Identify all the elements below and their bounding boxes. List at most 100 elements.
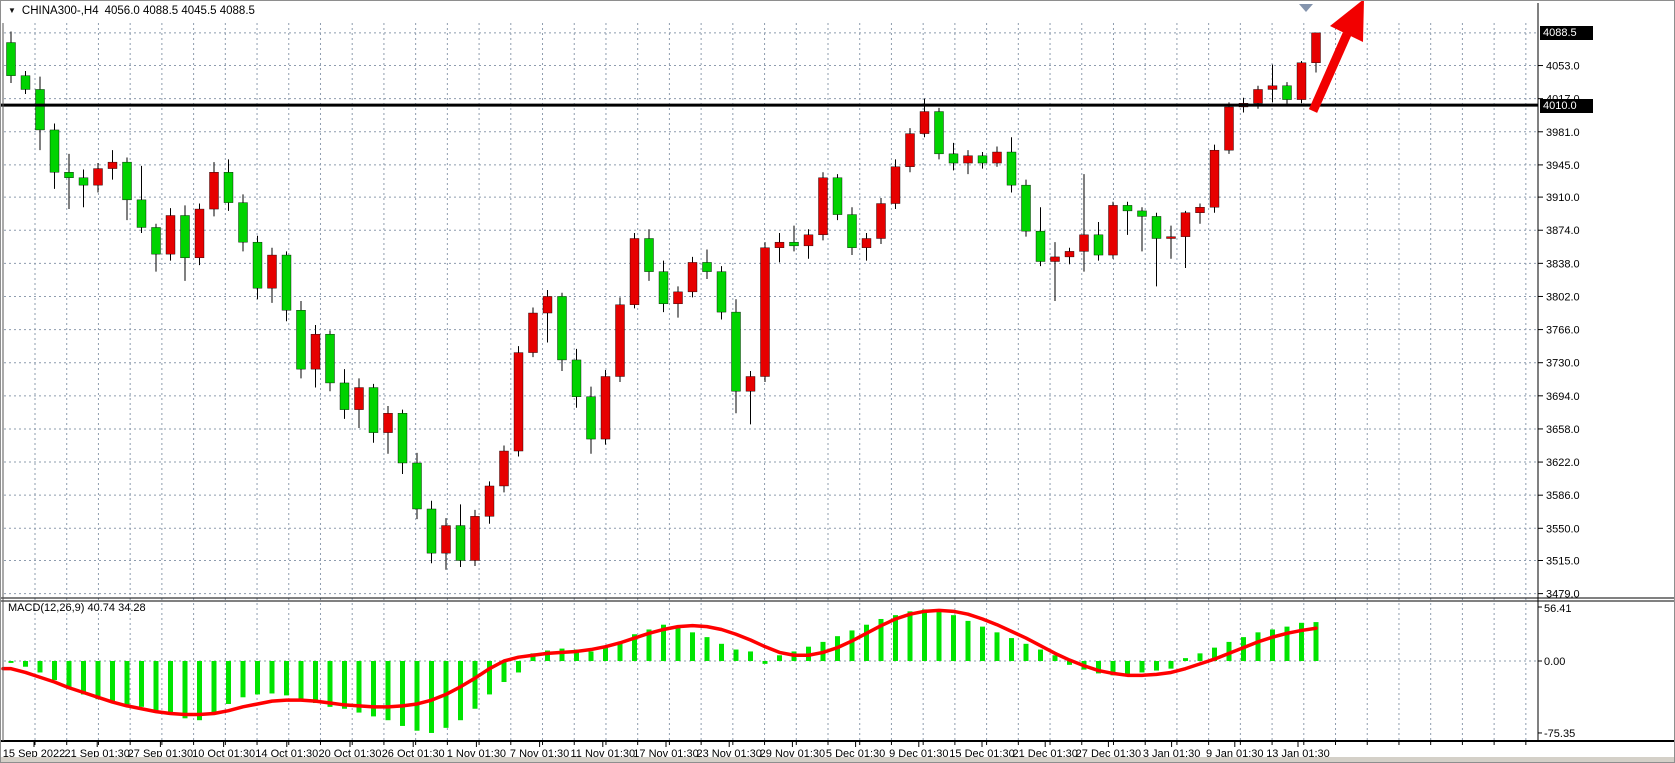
candle (325, 330, 335, 392)
candle (586, 386, 596, 454)
candle (658, 260, 669, 313)
symbol-dropdown-icon[interactable]: ▼ (8, 6, 16, 15)
candle (383, 405, 393, 454)
candle (281, 251, 292, 322)
candle (644, 229, 654, 281)
svg-text:-75.35: -75.35 (1544, 728, 1575, 740)
candle (223, 159, 234, 211)
candle (20, 71, 31, 95)
candle (687, 256, 698, 298)
candle (571, 348, 582, 408)
macd-signal-value: 34.28 (118, 602, 146, 614)
candle (803, 229, 814, 259)
svg-text:3515.0: 3515.0 (1546, 556, 1580, 568)
candle (745, 370, 756, 425)
candle (832, 174, 843, 221)
candle (1021, 179, 1031, 237)
svg-text:3766.0: 3766.0 (1546, 325, 1580, 337)
candle (1006, 137, 1017, 193)
chart-title: ▼ CHINA300-,H4 4056.0 4088.5 4045.5 4088.5 (8, 5, 255, 17)
candle (267, 247, 277, 303)
macd-main-value: 40.74 (87, 602, 116, 614)
svg-text:3586.0: 3586.0 (1546, 490, 1580, 502)
candle (934, 107, 944, 160)
candle (194, 203, 205, 266)
candle (64, 153, 74, 210)
candle (948, 142, 959, 171)
candle (1224, 102, 1234, 154)
candle (716, 266, 727, 320)
candle (760, 242, 770, 383)
candle (209, 162, 219, 217)
candle (1166, 225, 1176, 259)
candle (615, 297, 625, 383)
macd-axis[interactable]: 56.41 0.00 -75.35 (1538, 603, 1575, 740)
candle (963, 150, 973, 175)
candle (339, 369, 350, 419)
macd-signal-line (1, 608, 1318, 717)
candle (49, 123, 60, 189)
candle (673, 286, 683, 318)
candle (78, 169, 89, 208)
svg-text:3981.0: 3981.0 (1546, 127, 1580, 139)
candle (1122, 201, 1133, 235)
candle (818, 172, 828, 241)
candle (470, 509, 480, 567)
candle (93, 163, 103, 193)
macd-indicator-label: MACD(12,26,9) 40.74 34.28 (8, 602, 146, 626)
candle (35, 76, 45, 151)
candle (252, 235, 263, 300)
svg-text:4053.0: 4053.0 (1546, 61, 1580, 73)
candle (484, 481, 495, 524)
candle (296, 301, 306, 379)
candle (368, 383, 379, 443)
candle (1050, 242, 1060, 302)
candle (180, 205, 190, 281)
candle (310, 324, 321, 388)
svg-text:56.41: 56.41 (1544, 603, 1572, 615)
candle (600, 370, 611, 445)
candle (165, 208, 176, 261)
candle (1311, 32, 1321, 73)
candle (122, 157, 132, 221)
candle (151, 223, 161, 272)
candle (6, 31, 16, 84)
chart-shift-marker-icon[interactable] (1299, 4, 1313, 12)
svg-text:3945.0: 3945.0 (1546, 160, 1580, 172)
candle (1296, 60, 1307, 104)
candle (397, 409, 408, 475)
candle (774, 232, 785, 263)
candle (238, 194, 248, 252)
candle (1064, 247, 1075, 265)
svg-text:3838.0: 3838.0 (1546, 258, 1580, 270)
svg-text:0.00: 0.00 (1544, 656, 1565, 668)
candle (1282, 82, 1292, 107)
candle (1195, 203, 1205, 224)
candle (354, 378, 364, 429)
horizontal-gridlines (4, 32, 1537, 595)
chart-frame (1, 3, 1674, 742)
macd-name: MACD(12,26,9) (8, 602, 85, 614)
svg-text:3658.0: 3658.0 (1546, 424, 1580, 436)
candle (905, 128, 915, 173)
candle (876, 198, 886, 245)
candle (789, 225, 799, 252)
candle (1151, 212, 1162, 287)
candle (1180, 210, 1191, 268)
candle (992, 146, 1002, 167)
price-axis[interactable]: 4053.04017.03981.03945.03910.03874.03838… (1538, 61, 1580, 601)
svg-text:3550.0: 3550.0 (1546, 523, 1580, 535)
candle (1108, 201, 1118, 259)
macd-histogram (8, 609, 1319, 733)
svg-text:3730.0: 3730.0 (1546, 358, 1580, 370)
candle (426, 500, 437, 564)
candle (412, 452, 422, 520)
candle (1209, 144, 1220, 213)
trend-arrow-annotation[interactable] (1308, 1, 1364, 113)
candle (1137, 207, 1147, 252)
candle (977, 152, 988, 169)
candle (1035, 207, 1046, 267)
candlestick-series[interactable] (6, 31, 1321, 570)
